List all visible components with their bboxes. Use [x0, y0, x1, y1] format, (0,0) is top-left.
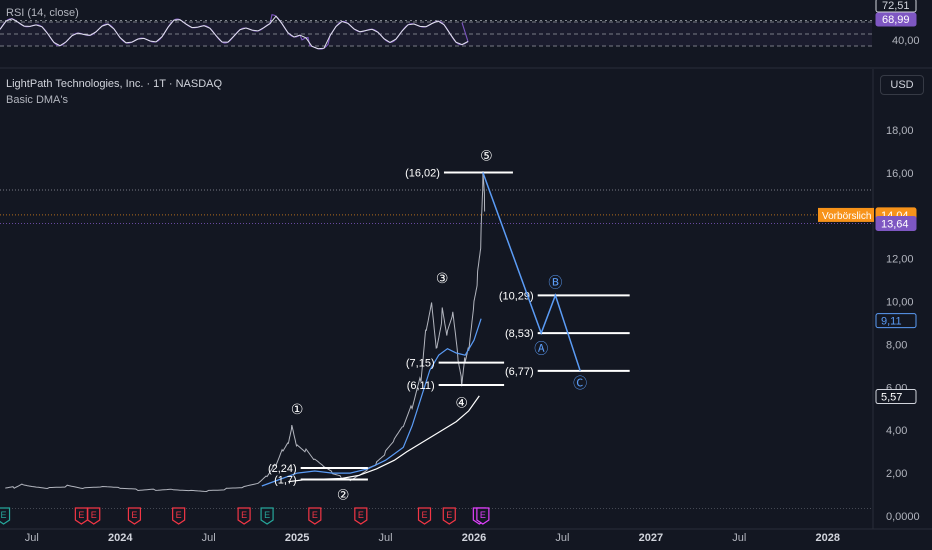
earnings-marker-label: E: [131, 510, 137, 520]
x-tick-label: Jul: [379, 532, 393, 544]
x-tick-label: Jul: [25, 532, 39, 544]
price-badge-3: [875, 389, 917, 405]
y-tick-label: 2,00: [886, 468, 907, 480]
earnings-marker[interactable]: [354, 507, 368, 525]
price-badge-label: 5,57: [881, 392, 902, 404]
earnings-marker-label: E: [78, 510, 84, 520]
earnings-marker[interactable]: [442, 507, 456, 525]
earnings-marker-label: E: [176, 510, 182, 520]
rsi-title: RSI (14, close): [6, 7, 79, 19]
earnings-marker[interactable]: [127, 507, 142, 525]
earnings-marker-label: E: [264, 510, 270, 520]
earnings-marker-label: E: [241, 510, 247, 520]
x-tick-label: Jul: [202, 532, 216, 544]
rsi-badge-1: [875, 12, 917, 27]
level-label: (1,7): [274, 475, 297, 487]
x-tick-label: 2026: [462, 532, 486, 544]
earnings-marker-label: E: [421, 510, 427, 520]
x-tick-label: 2025: [285, 532, 309, 544]
earnings-marker-label: E: [446, 510, 452, 520]
earnings-marker[interactable]: [87, 507, 101, 525]
x-tick-label: Jul: [732, 532, 746, 544]
wave-label: Ⓒ: [573, 375, 587, 391]
level-label: (6,77): [505, 366, 534, 378]
earnings-markers[interactable]: EEEEEEEEEEEEE: [0, 507, 490, 525]
level-label: (7,15): [406, 358, 435, 370]
wave-label: ⑤: [480, 148, 493, 164]
y-tick-label: 12,00: [886, 254, 914, 266]
chart-title: LightPath Technologies, Inc. · 1T · NASD…: [6, 78, 223, 90]
premarket-tag: [818, 207, 874, 222]
wave-projection-line[interactable]: [482, 172, 581, 372]
price-series-line: [5, 171, 486, 493]
level-label: (10,29): [499, 290, 534, 302]
level-label: (16,02): [405, 167, 440, 179]
level-label: (8,53): [505, 328, 534, 340]
earnings-marker[interactable]: [476, 507, 490, 525]
y-tick-label: 16,00: [886, 168, 914, 180]
earnings-marker-label: E: [1, 510, 7, 520]
wave-label: ③: [436, 270, 449, 286]
earnings-marker[interactable]: [74, 507, 88, 525]
y-tick-label: 8,00: [886, 339, 907, 351]
y-tick-label: 18,00: [886, 125, 914, 137]
indicator-label[interactable]: Basic DMA's: [6, 94, 68, 106]
wave-label: Ⓑ: [548, 274, 562, 290]
level-label: (2,24): [268, 463, 297, 475]
earnings-marker-label: E: [358, 510, 364, 520]
earnings-marker-label: E: [91, 510, 97, 520]
y-tick-label: 0,0000: [886, 511, 920, 523]
price-badge-label: 9,11: [881, 316, 902, 328]
x-tick-label: 2024: [108, 532, 133, 544]
x-tick-label: 2027: [639, 532, 663, 544]
earnings-marker-label: E: [480, 510, 486, 520]
x-tick-label: Jul: [555, 532, 569, 544]
wave-label: ④: [455, 394, 468, 410]
premarket-tag-label: Vorbörslich: [822, 211, 871, 222]
rsi-smoothed-line: [0, 15, 469, 50]
earnings-marker[interactable]: [260, 507, 274, 525]
earnings-marker[interactable]: [237, 507, 251, 525]
x-tick-label: 2028: [816, 532, 840, 544]
earnings-marker[interactable]: [308, 507, 322, 525]
price-axis[interactable]: 0,00002,004,006,008,0010,0012,0014,0016,…: [872, 69, 920, 529]
price-badge-2: [875, 313, 917, 329]
rsi-badge-label: 68,99: [882, 14, 910, 26]
earnings-marker[interactable]: [172, 507, 186, 525]
currency-button[interactable]: USD: [880, 75, 924, 95]
earnings-marker-label: E: [312, 510, 318, 520]
time-axis[interactable]: Jul 2024 Jul 2025 Jul 2026 Jul 2027 Jul 2028: [0, 528, 932, 544]
rsi-badge-label: 72,51: [882, 0, 910, 12]
y-tick-label: 4,00: [886, 425, 907, 437]
elliott-wave-drawing[interactable]: (16,02) (10,29) (8,53) (7,15) (6,77) (6,11) (2…: [268, 148, 630, 503]
earnings-marker[interactable]: [417, 507, 432, 525]
rsi-tick-label: 40,00: [892, 35, 920, 47]
wave-label: ①: [291, 401, 304, 417]
price-badge-1: [875, 215, 917, 231]
wave-label: ②: [337, 487, 350, 503]
y-tick-label: 10,00: [886, 297, 914, 309]
level-label: (6,11): [407, 380, 435, 392]
price-plot: [0, 171, 872, 509]
earnings-marker[interactable]: [0, 507, 11, 525]
wave-label: Ⓐ: [534, 341, 548, 357]
rsi-panel: 40,00 72,51 68,99: [0, 0, 920, 50]
ma-fast-line: [261, 318, 482, 487]
price-badge-label: 13,64: [881, 218, 909, 230]
rsi-badge-0: [875, 0, 917, 13]
